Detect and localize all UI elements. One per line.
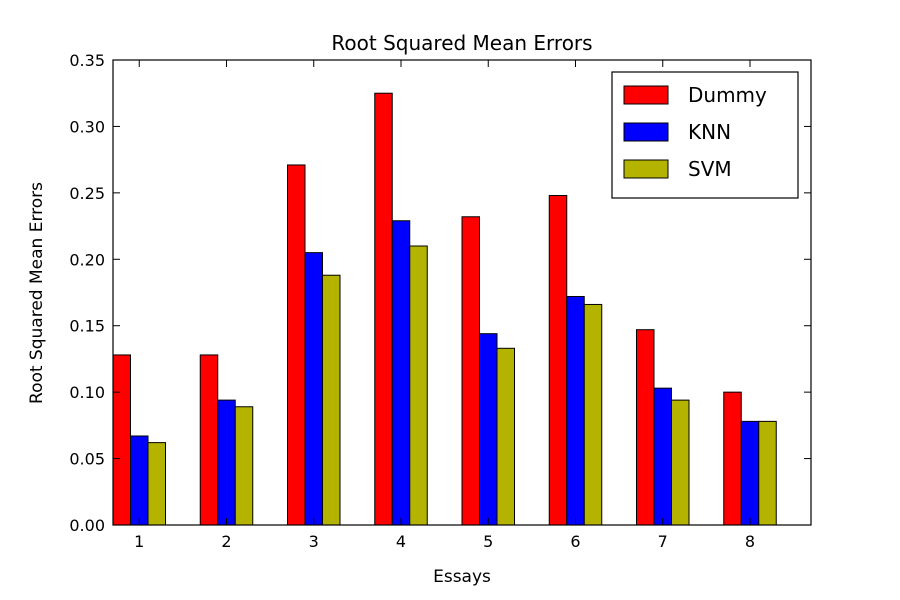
legend-swatch-svm xyxy=(623,159,669,179)
x-tick-label: 5 xyxy=(483,532,493,551)
legend: Dummy KNN SVM xyxy=(611,71,799,199)
bar-svm-3 xyxy=(322,274,341,526)
bar-svm-6 xyxy=(583,303,603,526)
bar-svm-7 xyxy=(671,399,690,526)
y-tick-label: 0.15 xyxy=(69,317,105,336)
legend-label-dummy: Dummy xyxy=(688,83,767,107)
x-axis-title: Essays xyxy=(433,567,491,587)
legend-label-svm: SVM xyxy=(688,157,732,181)
bar-knn-1 xyxy=(130,435,149,526)
bar-knn-3 xyxy=(304,252,323,526)
chart-title: Root Squared Mean Errors xyxy=(331,31,592,55)
bar-dummy-7 xyxy=(636,329,655,526)
x-tick-label: 7 xyxy=(658,532,668,551)
bar-dummy-8 xyxy=(723,391,742,526)
x-tick-label: 4 xyxy=(396,532,406,551)
bar-svm-2 xyxy=(234,406,254,526)
bar-knn-8 xyxy=(740,420,760,526)
bar-dummy-5 xyxy=(461,216,480,526)
y-tick-label: 0.00 xyxy=(69,516,105,535)
bar-svm-4 xyxy=(409,245,428,526)
x-tick-label: 2 xyxy=(221,532,231,551)
legend-swatch-dummy xyxy=(623,85,669,105)
ticks-group: 0.00 0.05 0.10 0.15 0.20 0.25 0.30 0.35 1 2 3 4 5 6 7 8 xyxy=(69,51,811,551)
bar-dummy-6 xyxy=(548,195,568,526)
y-tick-label: 0.30 xyxy=(69,117,105,136)
bar-dummy-4 xyxy=(374,92,393,526)
bar-dummy-1 xyxy=(112,354,131,526)
bar-svm-1 xyxy=(147,442,166,526)
bar-knn-5 xyxy=(479,333,498,526)
bar-knn-7 xyxy=(653,387,672,526)
bar-knn-4 xyxy=(391,220,411,526)
y-tick-label: 0.20 xyxy=(69,250,105,269)
y-tick-label: 0.25 xyxy=(69,184,105,203)
y-tick-label: 0.05 xyxy=(69,450,105,469)
bar-knn-6 xyxy=(566,295,585,526)
x-tick-label: 8 xyxy=(745,532,755,551)
bar-dummy-3 xyxy=(287,164,306,526)
bar-svm-5 xyxy=(496,347,515,526)
x-tick-label: 1 xyxy=(134,532,144,551)
bars-group xyxy=(112,92,777,526)
bar-knn-2 xyxy=(217,399,236,526)
bar-svm-8 xyxy=(758,420,777,526)
y-tick-label: 0.35 xyxy=(69,51,105,70)
y-axis-title: Root Squared Mean Errors xyxy=(27,182,47,404)
legend-swatch-knn xyxy=(623,122,669,142)
legend-label-knn: KNN xyxy=(688,120,731,144)
bar-dummy-2 xyxy=(199,354,219,526)
x-tick-label: 6 xyxy=(570,532,580,551)
y-tick-label: 0.10 xyxy=(69,383,105,402)
plot-frame xyxy=(112,59,812,526)
x-tick-label: 3 xyxy=(309,532,319,551)
